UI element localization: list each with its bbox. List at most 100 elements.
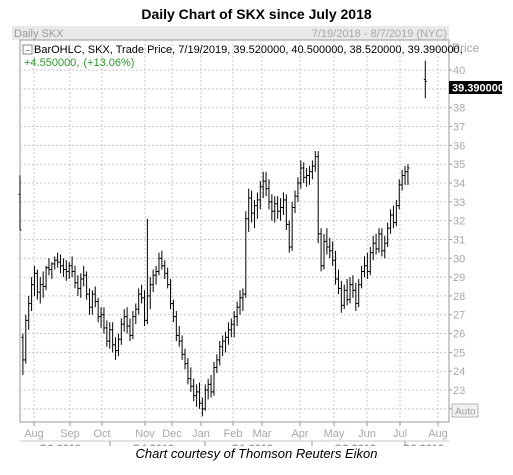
y-tick-label: 24: [453, 366, 465, 378]
ohlc-bar: [197, 382, 201, 409]
month-label: Jun: [358, 428, 376, 440]
ohlc-bar: [218, 341, 222, 366]
y-tick-label: 38: [453, 103, 465, 115]
ohlc-bar: [221, 335, 225, 357]
ohlc-bar: [131, 310, 135, 340]
grid-lines: [20, 40, 449, 422]
ohlc-bar: [87, 288, 91, 315]
ohlc-bar: [284, 194, 288, 231]
ohlc-bar: [328, 237, 332, 259]
time-axis: Aug Sep Oct Nov Dec Jan Feb Mar Apr May Jun Jul Aug Q…: [20, 422, 449, 446]
month-label: Jan: [192, 428, 210, 440]
ohlc-bar: [313, 151, 317, 172]
ohlc-bar: [305, 167, 309, 187]
ohlc-bar: [163, 260, 167, 279]
ohlc-bar: [360, 265, 364, 289]
ohlc-bar: [397, 179, 401, 210]
y-tick-label: 36: [453, 140, 465, 152]
auto-scale-button[interactable]: [451, 403, 479, 418]
auto-scale-label: Auto: [455, 407, 476, 418]
legend-change-percent: (+13.06%): [83, 57, 134, 69]
ohlc-bar: [128, 318, 132, 342]
ohlc-bar: [108, 322, 112, 349]
legend-toggle-mark: −: [26, 46, 31, 55]
ohlc-bar: [59, 254, 63, 274]
ohlc-bar: [35, 269, 39, 300]
ohlc-bar: [140, 284, 144, 304]
ohlc-bar: [38, 277, 42, 304]
ohlc-bar: [368, 246, 372, 276]
ohlc-bar: [125, 307, 129, 334]
ohlc-bar: [386, 222, 390, 247]
ohlc-bar: [30, 277, 34, 311]
ohlc-bar: [290, 201, 294, 251]
ohlc-bar: [258, 181, 262, 210]
legend: − BarOHLC, SKX, Trade Price, 7/19/2019, …: [22, 44, 463, 69]
ohlc-bar: [102, 307, 106, 334]
ohlc-bar: [319, 228, 323, 272]
ohlc-bar: [241, 288, 245, 311]
ohlc-bar: [154, 265, 158, 285]
y-tick-label: 29: [453, 272, 465, 284]
ohlc-bar: [96, 297, 100, 323]
ohlc-bar: [183, 348, 187, 370]
legend-line-1: BarOHLC, SKX, Trade Price, 7/19/2019, 39…: [34, 44, 463, 56]
ohlc-bar: [299, 160, 303, 189]
ohlc-bar: [339, 280, 343, 313]
ohlc-bar: [374, 233, 378, 255]
ohlc-bar: [18, 175, 22, 231]
month-label: Feb: [224, 428, 243, 440]
month-label: Apr: [291, 428, 308, 440]
month-label: Mar: [253, 428, 272, 440]
ohlc-bar: [403, 166, 407, 185]
ohlc-bar: [24, 314, 28, 364]
ohlc-bar: [365, 252, 369, 279]
legend-toggle-icon[interactable]: [22, 44, 33, 55]
panel-name: Daily SKX: [14, 28, 64, 40]
ohlc-bar: [44, 265, 48, 291]
ohlc-bar: [281, 192, 285, 216]
ohlc-bar: [212, 361, 216, 396]
ohlc-bar: [276, 196, 280, 219]
y-tick-label: 28: [453, 291, 465, 303]
ohlc-bar: [308, 166, 311, 185]
ohlc-bar: [142, 290, 146, 327]
ohlc-bar: [316, 151, 320, 244]
ohlc-bar: [287, 220, 291, 253]
ohlc-bar: [174, 310, 178, 342]
quarter-label: Q3 2019: [402, 443, 444, 446]
date-range: 7/19/2018 - 8/7/2019 (NYC): [312, 28, 447, 40]
legend-change: +4.550000, (+13.06%): [24, 57, 134, 69]
ohlc-bar: [169, 278, 173, 310]
ohlc-bar: [67, 262, 71, 279]
chart-title: Daily Chart of SKX since July 2018: [141, 6, 372, 22]
ohlc-bar: [200, 397, 204, 417]
ohlc-bar: [264, 171, 268, 197]
ohlc-bar: [157, 252, 161, 276]
ohlc-bar: [105, 320, 109, 347]
ohlc-bar: [192, 378, 196, 402]
ohlc-bar: [336, 269, 340, 295]
ohlc-bar: [186, 358, 190, 385]
legend-change-value: +4.550000,: [24, 57, 79, 69]
month-label: Nov: [135, 428, 155, 440]
ohlc-bar: [64, 260, 68, 281]
ohlc-bar: [215, 354, 219, 374]
ohlc-bars: [18, 60, 427, 417]
ohlc-bar: [145, 218, 149, 325]
ohlc-bar: [93, 286, 97, 308]
y-tick-label: 37: [453, 122, 465, 134]
y-tick-label: 34: [453, 178, 465, 190]
y-tick-label: 32: [453, 216, 465, 228]
y-tick-label: 31: [453, 234, 465, 246]
price-chart[interactable]: Daily SKX 7/19/2018 - 8/7/2019 (NYC) Pri…: [0, 26, 513, 446]
ohlc-bar: [250, 190, 254, 223]
ohlc-bar: [203, 384, 207, 411]
ohlc-bar: [331, 241, 335, 266]
plot-area[interactable]: [19, 39, 450, 423]
ohlc-bar: [267, 179, 271, 210]
ohlc-bar: [53, 256, 57, 270]
ohlc-bar: [148, 277, 152, 310]
ohlc-bar: [73, 265, 77, 289]
month-label: Jul: [393, 428, 407, 440]
